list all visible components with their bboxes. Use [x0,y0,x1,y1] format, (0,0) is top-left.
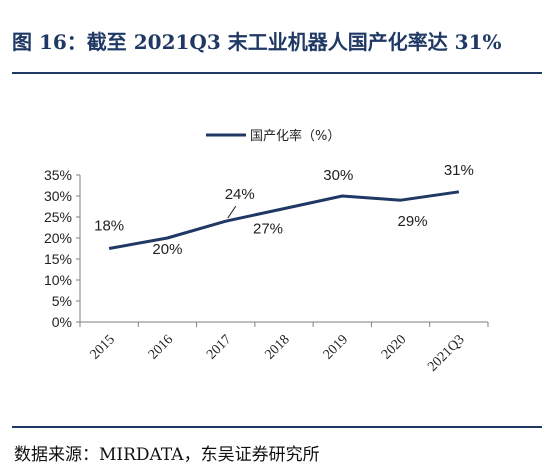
source-note: 数据来源：MIRDATA，东吴证券研究所 [14,445,320,465]
legend-label: 国产化率（%） [250,128,340,144]
data-label: 30% [323,167,353,184]
data-label: 20% [152,241,182,258]
x-tick-label: 2020 [379,332,409,362]
data-label: 24% [225,186,255,203]
y-tick-label: 25% [44,209,72,225]
data-labels: 18% 20% 24% 27% 30% 29% 31% [94,162,474,258]
y-tick-label: 20% [44,230,72,246]
y-tick-label: 5% [52,293,72,309]
y-tick-label: 30% [44,188,72,204]
x-tick-label: 2015 [88,332,118,362]
series-line [108,190,460,250]
top-rule [12,72,542,74]
data-label: 27% [253,221,283,238]
x-tick-label: 2021Q3 [425,332,468,375]
x-axis-ticks: 2015 2016 2017 2018 2019 2020 2021Q3 [79,322,489,375]
y-tick-label: 10% [44,272,72,288]
label-leader-line [227,205,237,219]
y-axis-ticks: 0% 5% 10% 15% 20% 25% 30% 35% [44,167,80,330]
data-label: 31% [444,162,474,179]
figure-title: 图 16：截至 2021Q3 末工业机器人国产化率达 31% [12,30,502,54]
x-tick-label: 2018 [262,332,292,362]
line-chart: 国产化率（%） 0%5%10%15%20%25%30%35% 2015 2016 2… [44,128,489,375]
x-tick-label: 2019 [321,332,351,362]
y-tick-label: 0% [52,314,72,330]
x-tick-label: 2016 [146,332,176,362]
y-tick-label: 15% [44,251,72,267]
x-tick-label: 2017 [204,332,234,362]
axes [79,175,488,323]
legend: 国产化率（%） [206,128,340,144]
y-tick-label: 35% [44,167,72,183]
data-label: 18% [94,218,124,235]
data-label: 29% [398,213,428,230]
bottom-rule [12,426,542,428]
